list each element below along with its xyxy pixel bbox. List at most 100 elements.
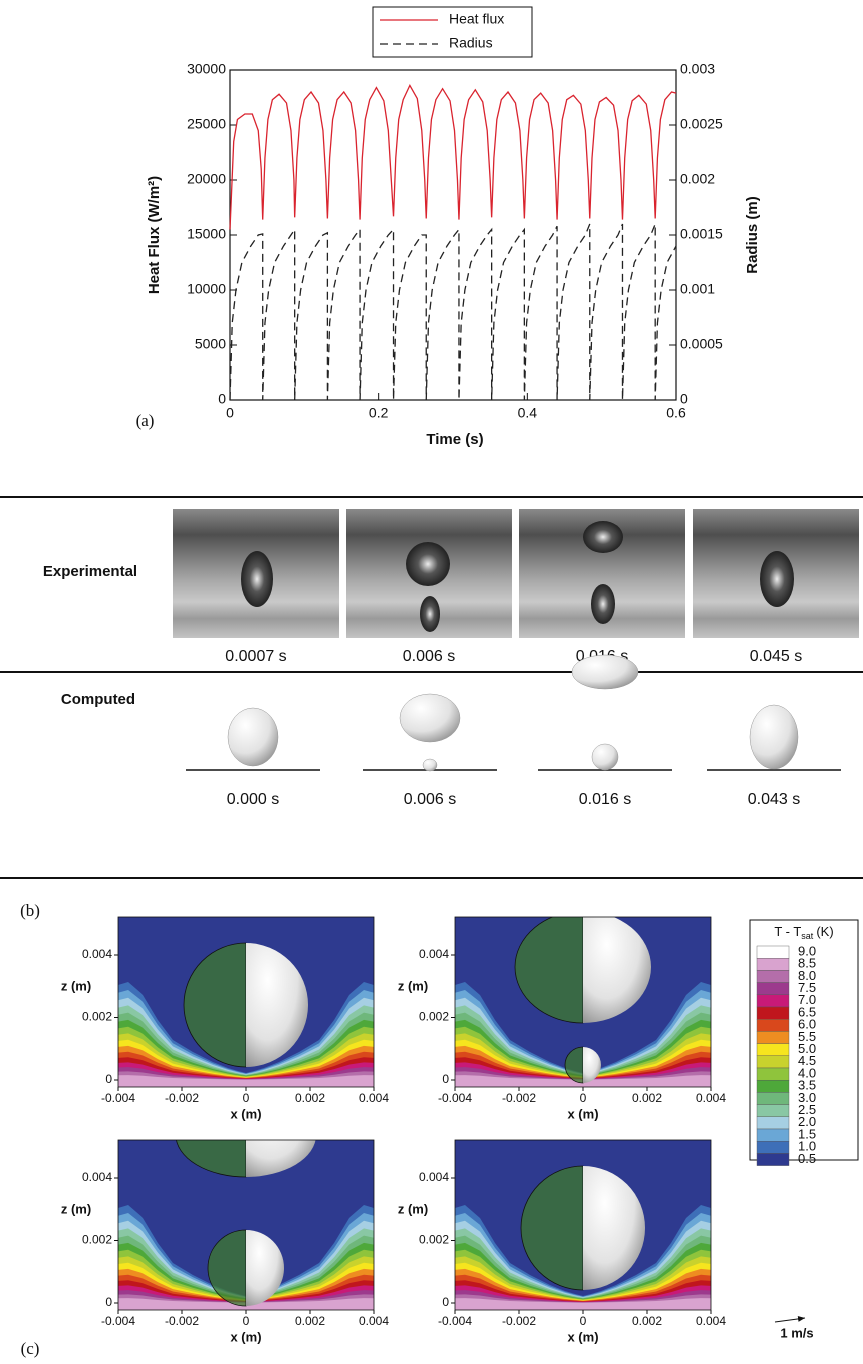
colorbar-label: 3.5 <box>798 1078 816 1093</box>
time-label: 0.0007 s <box>225 648 286 665</box>
bubble-surface <box>583 917 651 1023</box>
colorbar-swatch <box>756 994 790 1008</box>
experiment-photo <box>693 509 859 638</box>
colorbar-label: 2.5 <box>798 1102 816 1117</box>
bubble-surface <box>246 1140 316 1177</box>
colorbar-swatch <box>756 1128 790 1142</box>
x-tick-label: 0.002 <box>295 1091 325 1105</box>
colorbar-swatch <box>756 1140 790 1154</box>
legend-label: Radius <box>449 35 493 51</box>
panel-label: (c) <box>21 1339 40 1358</box>
row-label: Computed <box>61 691 135 708</box>
colorbar-label: 8.5 <box>798 956 816 971</box>
experiment-photo <box>519 509 685 638</box>
y-tick-label: 15000 <box>187 226 226 242</box>
time-label: 0.006 s <box>404 791 456 808</box>
colorbar-swatch <box>756 1006 790 1020</box>
x-tick-label: 0.4 <box>518 405 538 421</box>
experiment-photo <box>346 509 512 638</box>
contour-plot <box>455 1140 711 1310</box>
y-tick-label: 10000 <box>187 281 226 297</box>
x-tick-label: 0.004 <box>696 1314 726 1328</box>
colorbar-label: 8.0 <box>798 968 816 983</box>
z-tick-label: 0.002 <box>419 1010 449 1024</box>
bubble-section <box>207 1229 247 1307</box>
contour-plot <box>118 917 374 1087</box>
colorbar-label: 7.5 <box>798 980 816 995</box>
x-axis-label: x (m) <box>567 1329 598 1344</box>
x-tick-label: 0.004 <box>359 1091 389 1105</box>
vector-scale-arrow <box>774 1315 806 1323</box>
bubble-image <box>583 521 623 553</box>
panel-label: (b) <box>20 901 40 920</box>
computed-bubble <box>749 704 799 770</box>
colorbar-label: 7.0 <box>798 992 816 1007</box>
y2-tick-label: 0 <box>680 391 688 407</box>
z-tick-label: 0 <box>442 1072 449 1086</box>
z-axis-label: z (m) <box>61 1201 91 1216</box>
colorbar-swatch <box>756 970 790 983</box>
x-tick-label: -0.004 <box>101 1314 135 1328</box>
bubble-section <box>564 1046 584 1084</box>
colorbar-label: 0.5 <box>798 1151 816 1166</box>
series-line <box>229 83 677 230</box>
vector-scale-label: 1 m/s <box>780 1325 813 1340</box>
x-axis-label: x (m) <box>230 1106 261 1121</box>
y-tick-label: 30000 <box>187 61 226 77</box>
z-tick-label: 0.002 <box>419 1233 449 1247</box>
bubble-image <box>420 596 440 632</box>
z-tick-label: 0 <box>105 1072 112 1086</box>
y2-tick-label: 0.0015 <box>680 226 723 242</box>
computed-bubble <box>399 693 461 743</box>
row-label: Experimental <box>43 563 137 580</box>
colorbar-swatch <box>756 982 790 995</box>
x-tick-label: -0.002 <box>502 1091 536 1105</box>
y-tick-label: 20000 <box>187 171 226 187</box>
panel-label: (a) <box>136 411 155 430</box>
colorbar-label: 4.5 <box>798 1053 816 1068</box>
contour-plot <box>455 917 711 1087</box>
bubble-image <box>241 551 273 607</box>
x-tick-label: 0 <box>243 1091 250 1105</box>
contour-band <box>118 1075 374 1087</box>
bubble-section <box>183 942 247 1068</box>
bubble-surface <box>583 1166 645 1290</box>
computed-bubble <box>227 707 279 767</box>
colorbar-title: T - Tsat (K) <box>774 924 833 941</box>
z-tick-label: 0.002 <box>82 1233 112 1247</box>
colorbar-swatch <box>756 958 790 971</box>
colorbar-swatch <box>756 1031 790 1044</box>
bubble-section <box>176 1140 247 1178</box>
legend-label: Heat flux <box>449 11 504 27</box>
y2-tick-label: 0.003 <box>680 61 715 77</box>
bubble-surface <box>246 1230 284 1306</box>
x-tick-label: 0 <box>243 1314 250 1328</box>
x-tick-label: 0.004 <box>359 1314 389 1328</box>
bubble-image <box>760 551 794 607</box>
x-axis-label: x (m) <box>230 1329 261 1344</box>
colorbar-label: 5.0 <box>798 1041 816 1056</box>
x-tick-label: 0.004 <box>696 1091 726 1105</box>
x-tick-label: -0.002 <box>165 1314 199 1328</box>
x-tick-label: -0.004 <box>438 1091 472 1105</box>
colorbar-swatch <box>756 1079 790 1093</box>
legend-box <box>372 6 533 58</box>
x-axis-label: Time (s) <box>426 431 483 448</box>
colorbar-label: 9.0 <box>798 943 816 958</box>
z-axis-label: z (m) <box>398 1201 428 1216</box>
z-tick-label: 0.004 <box>419 947 449 961</box>
bubble-image <box>591 584 615 624</box>
x-tick-label: -0.002 <box>165 1091 199 1105</box>
z-tick-label: 0.002 <box>82 1010 112 1024</box>
x-axis-label: x (m) <box>567 1106 598 1121</box>
x-tick-label: -0.004 <box>438 1314 472 1328</box>
colorbar-label: 5.5 <box>798 1029 816 1044</box>
colorbar-swatch <box>756 1055 790 1069</box>
y2-tick-label: 0.0005 <box>680 336 723 352</box>
colorbar-swatch <box>756 1043 790 1056</box>
computed-bubble <box>591 743 619 771</box>
colorbar-label: 3.0 <box>798 1090 816 1105</box>
y-tick-label: 5000 <box>195 336 226 352</box>
colorbar-title-sub: sat <box>801 931 814 941</box>
